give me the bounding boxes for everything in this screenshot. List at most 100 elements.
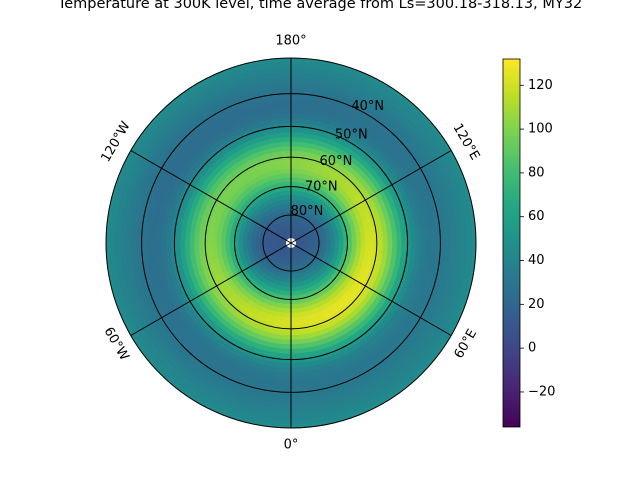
field-cell bbox=[317, 242, 323, 247]
field-cell bbox=[351, 242, 357, 251]
field-cell bbox=[286, 199, 292, 205]
field-cell bbox=[290, 286, 297, 292]
field-cell bbox=[282, 168, 292, 175]
field-cell bbox=[225, 242, 231, 251]
field-cell bbox=[290, 146, 302, 152]
field-cell bbox=[185, 242, 191, 255]
colorbar-tick-label: 120 bbox=[528, 78, 553, 93]
field-cell bbox=[373, 242, 379, 253]
field-cell bbox=[283, 307, 292, 313]
field-cell bbox=[255, 238, 261, 244]
field-cell bbox=[290, 334, 302, 340]
field-cell bbox=[189, 242, 196, 254]
field-cell bbox=[264, 239, 270, 244]
colorbar-tick-label: −20 bbox=[528, 384, 555, 399]
field-cell bbox=[98, 223, 105, 243]
field-cell bbox=[216, 234, 223, 244]
field-cell bbox=[368, 242, 375, 252]
field-cell bbox=[290, 194, 297, 200]
field-cell bbox=[329, 242, 335, 248]
field-cell bbox=[290, 155, 301, 161]
field-cell bbox=[308, 242, 314, 246]
field-cell bbox=[282, 311, 292, 318]
meridian-label: 0° bbox=[284, 438, 299, 453]
field-cell bbox=[247, 238, 253, 244]
field-cell bbox=[281, 325, 292, 331]
colorbar-ticks: −20 0 20 40 60 80 100 120 bbox=[520, 78, 555, 399]
field-cell bbox=[290, 320, 300, 327]
field-cell bbox=[281, 155, 292, 161]
field-cell bbox=[382, 232, 388, 244]
field-cell bbox=[194, 232, 200, 244]
field-cell bbox=[280, 334, 292, 340]
field-cell bbox=[290, 137, 303, 143]
field-cell bbox=[282, 159, 292, 166]
field-cell bbox=[242, 237, 248, 244]
field-cell bbox=[203, 242, 209, 253]
colorbar-tick-label: 80 bbox=[528, 165, 545, 180]
field-cell bbox=[338, 237, 344, 244]
field-cell bbox=[386, 232, 393, 244]
field-cell bbox=[290, 325, 301, 331]
field-cell bbox=[290, 141, 302, 148]
field-cell bbox=[207, 234, 214, 244]
latitude-label: 40°N bbox=[351, 99, 384, 114]
field-cell bbox=[212, 242, 218, 252]
field-cell bbox=[377, 233, 384, 244]
latitude-label: 50°N bbox=[335, 128, 368, 143]
field-cell bbox=[216, 242, 223, 252]
field-cell bbox=[290, 168, 300, 175]
field-cell bbox=[290, 190, 297, 196]
latitude-label: 80°N bbox=[291, 204, 324, 219]
field-cell bbox=[286, 273, 292, 279]
field-cell bbox=[391, 242, 397, 255]
colorbar: −20 0 20 40 60 80 100 120 bbox=[502, 58, 555, 428]
field-cell bbox=[283, 173, 292, 179]
field-cell bbox=[212, 234, 218, 244]
field-cell bbox=[290, 307, 299, 313]
field-cell bbox=[477, 223, 484, 243]
field-cell bbox=[290, 164, 300, 170]
field-cell bbox=[334, 242, 340, 249]
field-cell bbox=[291, 50, 311, 57]
field-cell bbox=[281, 329, 292, 336]
field-cell bbox=[286, 281, 292, 287]
field-cell bbox=[359, 242, 366, 252]
field-cell bbox=[382, 242, 388, 254]
field-cell bbox=[364, 242, 370, 252]
chart-title: Temperature at 300K level, time average … bbox=[57, 0, 583, 12]
field-cell bbox=[280, 146, 292, 152]
field-cell bbox=[238, 242, 244, 249]
field-cell bbox=[282, 164, 292, 170]
field-cell bbox=[283, 177, 292, 183]
meridian-label: 60°W bbox=[101, 325, 132, 364]
colorbar-gradient bbox=[503, 59, 520, 427]
field-cell bbox=[194, 242, 200, 254]
field-cell bbox=[285, 190, 292, 196]
colorbar-tick-label: 20 bbox=[528, 297, 545, 312]
field-cell bbox=[368, 234, 375, 244]
field-cell bbox=[364, 234, 370, 244]
latitude-label: 60°N bbox=[320, 154, 353, 169]
field-cell bbox=[290, 338, 302, 345]
field-cell bbox=[391, 231, 397, 244]
colorbar-tick-label: 60 bbox=[528, 209, 545, 224]
field-cell bbox=[355, 235, 361, 244]
field-cell bbox=[207, 242, 214, 252]
field-cell bbox=[377, 242, 384, 253]
field-cell bbox=[225, 235, 231, 244]
field-cell bbox=[312, 242, 318, 247]
field-cell bbox=[279, 137, 292, 143]
field-cell bbox=[290, 329, 301, 336]
field-cell bbox=[338, 242, 344, 249]
field-cell bbox=[280, 338, 292, 345]
field-cell bbox=[247, 242, 253, 248]
field-cell bbox=[251, 238, 257, 244]
colorbar-tick-label: 40 bbox=[528, 253, 545, 268]
field-cell bbox=[355, 242, 361, 251]
field-cell bbox=[285, 286, 292, 292]
field-cell bbox=[282, 316, 292, 322]
field-cell bbox=[198, 233, 205, 244]
